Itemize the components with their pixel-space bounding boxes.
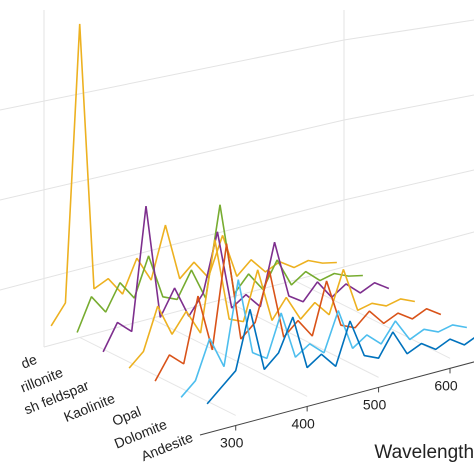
- spectrum-line: [76, 204, 363, 333]
- spectrum-line: [206, 309, 474, 405]
- box-edge: [0, 119, 345, 201]
- spectrum-line: [128, 239, 415, 369]
- box-edge: [343, 94, 474, 121]
- spectrum-line: [50, 23, 337, 327]
- series-label: de: [19, 351, 40, 372]
- spectrum-line: [154, 243, 442, 382]
- spectrum-line: [102, 205, 390, 353]
- x-axis-label: Wavelength (: [374, 442, 474, 463]
- x-axis-line: [199, 361, 474, 436]
- grid-line: [150, 317, 308, 397]
- x-tick-label: 300: [220, 434, 244, 450]
- box-edge: [0, 39, 345, 111]
- box-edge: [0, 199, 345, 291]
- series-label: Opal: [110, 403, 143, 429]
- x-tick-label: 500: [363, 396, 387, 412]
- x-tick-label: 600: [434, 377, 458, 393]
- box-edge: [343, 169, 474, 201]
- box-edge: [343, 19, 474, 41]
- x-tick-label: 400: [291, 415, 315, 431]
- spectrum-line: [180, 279, 467, 398]
- axes-box: [0, 10, 474, 348]
- box-edge: [343, 231, 474, 268]
